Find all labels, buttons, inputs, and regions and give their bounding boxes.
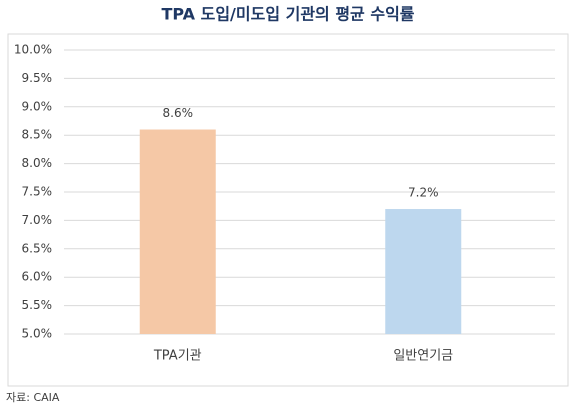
value-label: 7.2%: [408, 186, 439, 200]
x-tick-label: TPA기관: [153, 349, 202, 364]
y-tick-label: 6.0%: [22, 270, 53, 284]
value-label: 8.6%: [163, 106, 194, 120]
y-tick-label: 6.5%: [22, 241, 53, 255]
chart-title: TPA 도입/미도입 기관의 평균 수익률: [161, 5, 414, 24]
y-tick-label: 10.0%: [14, 43, 52, 57]
chart-frame: [7, 33, 569, 387]
y-tick-label: 5.0%: [22, 327, 53, 341]
y-tick-label: 7.0%: [22, 213, 53, 227]
bar: [139, 129, 216, 334]
y-tick-label: 9.5%: [22, 71, 53, 85]
x-tick-label: 일반연기금: [393, 349, 453, 364]
y-tick-label: 7.5%: [22, 185, 53, 199]
y-tick-label: 5.5%: [22, 298, 53, 312]
y-tick-label: 8.5%: [22, 128, 53, 142]
y-tick-label: 9.0%: [22, 99, 53, 113]
y-tick-label: 8.0%: [22, 156, 53, 170]
bar: [385, 209, 462, 334]
source-note: 자료: CAIA: [6, 391, 60, 404]
